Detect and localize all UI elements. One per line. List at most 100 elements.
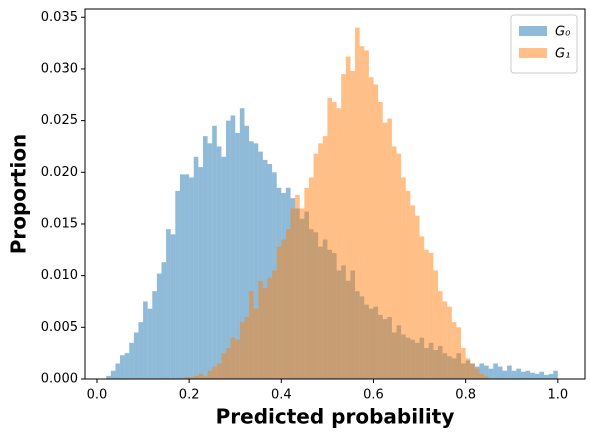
bar <box>258 280 263 379</box>
bar <box>249 291 254 379</box>
bar <box>152 291 157 379</box>
y-axis-label: Proportion <box>7 134 31 255</box>
bar <box>198 167 203 379</box>
bar <box>322 136 328 379</box>
bar <box>313 153 319 379</box>
x-tick-label: 0.2 <box>179 388 200 403</box>
bar <box>281 239 286 379</box>
y-tick-label: 0.035 <box>41 10 78 25</box>
bar <box>184 174 190 379</box>
bar <box>244 316 250 379</box>
bar <box>198 373 203 379</box>
bar <box>350 71 356 379</box>
bar <box>507 365 512 379</box>
bar <box>378 102 383 380</box>
bar <box>267 277 273 379</box>
bar <box>447 306 452 379</box>
bar <box>530 372 535 379</box>
bar <box>516 368 521 379</box>
bar <box>212 366 217 379</box>
y-tick-label: 0.015 <box>41 216 78 231</box>
bar <box>207 370 213 379</box>
bar <box>239 108 245 379</box>
bar <box>308 177 314 379</box>
bar <box>226 120 231 379</box>
bar <box>318 143 323 379</box>
bar <box>189 376 194 379</box>
bar <box>461 347 466 379</box>
bar <box>179 174 185 379</box>
bar <box>304 187 309 379</box>
bar <box>124 353 130 379</box>
bar <box>189 177 194 379</box>
legend-label: G₁ <box>555 47 570 62</box>
bar <box>451 322 457 379</box>
bar <box>262 288 268 379</box>
y-tick-label: 0.000 <box>41 372 78 387</box>
bar <box>193 156 199 379</box>
bar <box>170 234 176 379</box>
bar <box>391 146 397 379</box>
bar <box>221 353 227 379</box>
legend-label: G₀ <box>555 25 571 40</box>
bar <box>235 339 240 379</box>
bar <box>212 125 217 379</box>
bar <box>156 273 162 379</box>
y-tick-label: 0.010 <box>41 268 78 283</box>
bar <box>382 122 388 380</box>
bar <box>193 375 199 379</box>
bar <box>345 56 351 379</box>
bar <box>258 151 263 379</box>
bar <box>332 102 337 380</box>
x-axis-label: Predicted probability <box>216 405 455 429</box>
bar <box>543 374 549 379</box>
bar <box>368 77 374 380</box>
bar <box>539 371 544 379</box>
bar <box>341 74 346 380</box>
bar <box>419 236 425 379</box>
bar <box>396 153 402 379</box>
bar <box>465 358 471 379</box>
bar <box>235 133 240 379</box>
bar <box>110 370 116 379</box>
bar <box>161 262 167 379</box>
bar <box>470 363 475 379</box>
bar <box>520 371 526 379</box>
bar <box>276 246 282 379</box>
plot-area <box>106 27 558 380</box>
bar <box>221 156 227 379</box>
bar <box>497 366 503 379</box>
bar <box>207 143 213 379</box>
bar <box>253 308 259 379</box>
bar <box>147 308 153 379</box>
legend-swatch <box>519 48 547 58</box>
bar <box>437 291 443 379</box>
bar <box>267 164 273 379</box>
bar <box>285 229 291 379</box>
bar <box>202 136 208 379</box>
bar <box>295 195 300 379</box>
bar <box>230 115 236 379</box>
bar <box>133 332 139 379</box>
bar <box>405 190 411 379</box>
bar <box>216 363 222 379</box>
bar <box>226 347 231 379</box>
bar <box>488 368 494 379</box>
y-tick-label: 0.030 <box>41 61 78 76</box>
bar <box>175 190 180 379</box>
bar <box>272 270 277 379</box>
bar <box>253 143 259 379</box>
bar <box>479 373 485 379</box>
bar <box>534 373 540 379</box>
x-tick-label: 0.4 <box>271 388 292 403</box>
bar <box>106 375 111 379</box>
bar <box>355 27 360 379</box>
bar <box>414 215 420 379</box>
bar <box>138 322 144 379</box>
bar <box>202 375 208 379</box>
bar <box>115 363 121 379</box>
bar <box>359 46 365 380</box>
bar <box>290 208 296 379</box>
bar <box>456 327 462 379</box>
